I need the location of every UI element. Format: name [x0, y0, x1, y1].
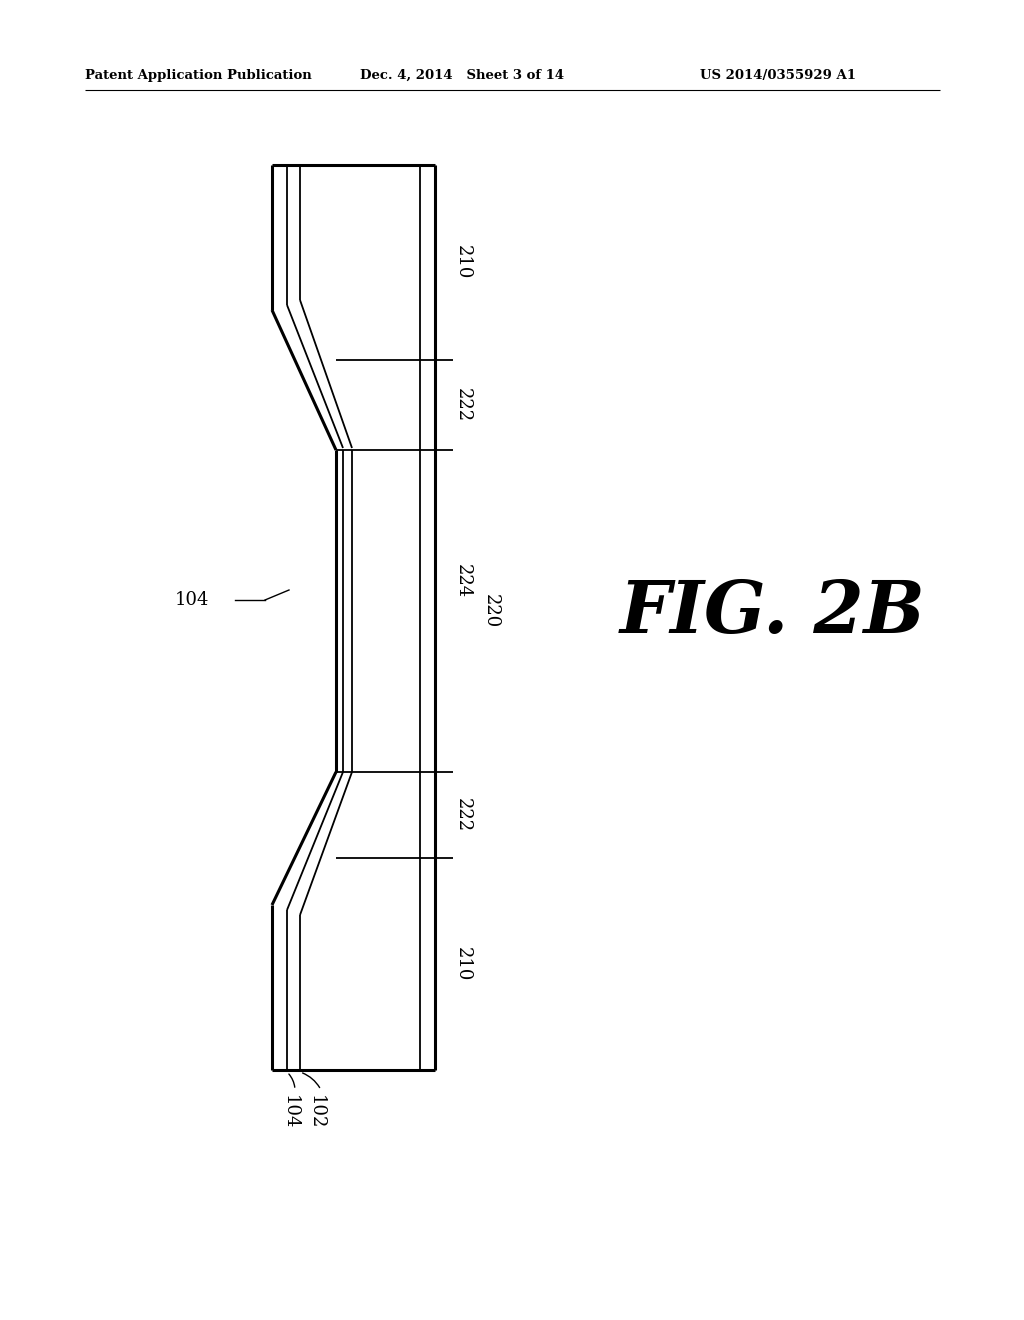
Text: 104: 104	[281, 1096, 299, 1130]
Text: Patent Application Publication: Patent Application Publication	[85, 69, 311, 82]
Text: 222: 222	[454, 388, 472, 422]
Text: 104: 104	[175, 591, 209, 609]
Text: 222: 222	[454, 797, 472, 832]
Text: 220: 220	[482, 594, 500, 628]
Text: 224: 224	[454, 564, 472, 598]
Text: 210: 210	[454, 246, 472, 280]
Text: 210: 210	[454, 946, 472, 981]
Text: 102: 102	[307, 1096, 325, 1130]
Text: Dec. 4, 2014   Sheet 3 of 14: Dec. 4, 2014 Sheet 3 of 14	[360, 69, 564, 82]
Text: US 2014/0355929 A1: US 2014/0355929 A1	[700, 69, 856, 82]
Text: FIG. 2B: FIG. 2B	[620, 577, 926, 648]
